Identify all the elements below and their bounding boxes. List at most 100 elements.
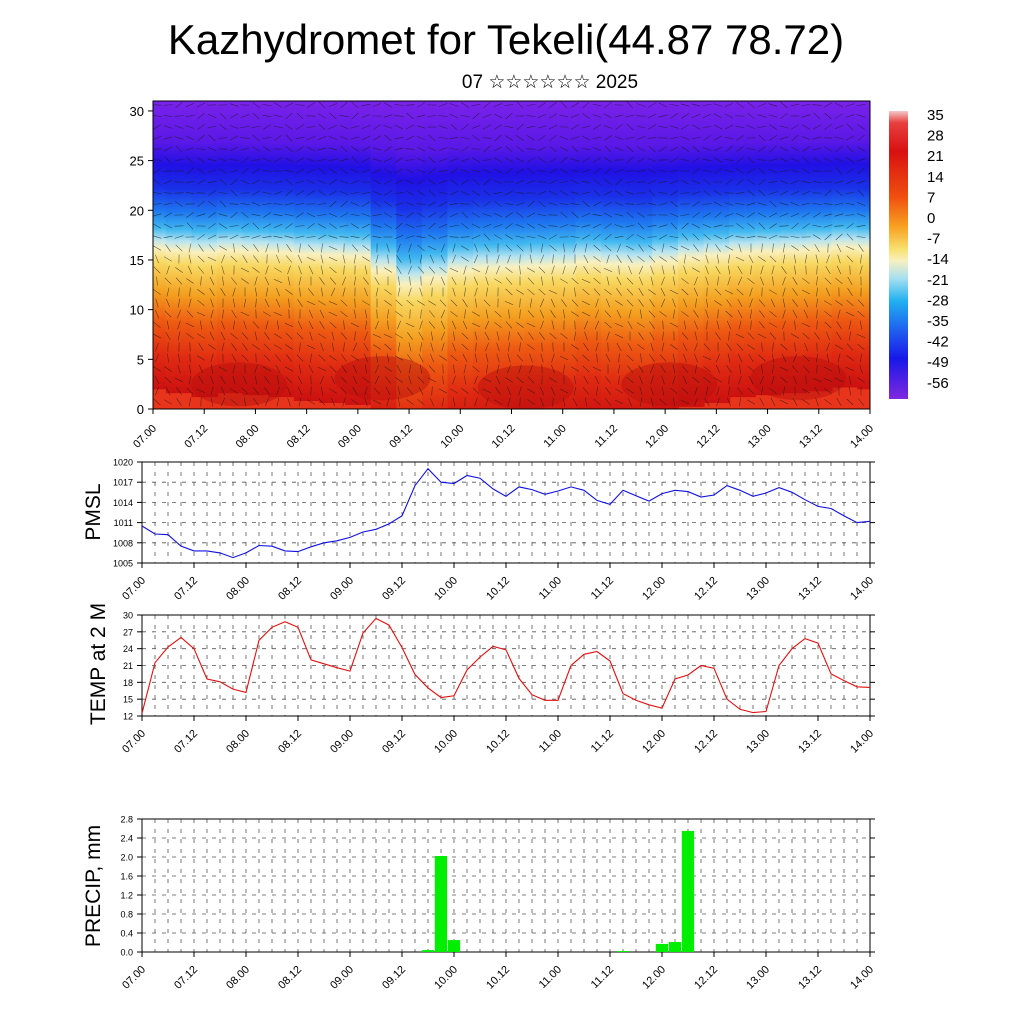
wind-barb bbox=[604, 376, 612, 384]
wind-barb bbox=[834, 213, 844, 217]
wind-barb bbox=[594, 375, 600, 385]
wind-barb bbox=[539, 332, 545, 340]
wind-barb bbox=[262, 181, 272, 183]
wind-barb bbox=[658, 170, 668, 172]
colorbar-label: 7 bbox=[927, 189, 935, 206]
wind-barb bbox=[298, 276, 302, 286]
wind-barb bbox=[449, 191, 459, 195]
wind-barb bbox=[405, 168, 415, 174]
wind-barb bbox=[573, 265, 577, 275]
wind-barb bbox=[681, 387, 689, 395]
wind-barb bbox=[264, 376, 270, 384]
wind-barb bbox=[628, 397, 632, 407]
wind-barb bbox=[430, 342, 434, 352]
wind-barb bbox=[649, 364, 655, 374]
wind-barb bbox=[791, 365, 799, 373]
wind-barb bbox=[317, 136, 327, 140]
wind-barb bbox=[340, 145, 348, 153]
wind-barb bbox=[856, 158, 866, 162]
ytick-label: 1.2 bbox=[120, 891, 133, 901]
wind-barb bbox=[317, 234, 327, 240]
wind-barb bbox=[581, 180, 591, 184]
wind-barb bbox=[449, 224, 459, 228]
wind-barb bbox=[405, 190, 415, 196]
xtick-label: 12.12 bbox=[692, 728, 720, 756]
wind-barb bbox=[471, 125, 481, 129]
wind-barb bbox=[363, 342, 369, 352]
wind-barb bbox=[251, 179, 261, 185]
wind-barb bbox=[395, 157, 403, 163]
wind-barb bbox=[482, 114, 492, 118]
wind-barb bbox=[174, 158, 184, 162]
heatmap-xtick-label: 11.00 bbox=[541, 423, 568, 450]
heatmap-column bbox=[319, 101, 346, 403]
wind-barb bbox=[515, 180, 525, 184]
wind-barb bbox=[177, 298, 181, 308]
wind-barb bbox=[397, 243, 401, 253]
wind-barb bbox=[273, 214, 283, 216]
wind-barb bbox=[726, 320, 732, 330]
wind-barb bbox=[354, 254, 356, 264]
wind-barb bbox=[163, 125, 173, 129]
wind-barb bbox=[614, 202, 624, 206]
wind-barb bbox=[295, 157, 305, 163]
wind-barb bbox=[757, 114, 767, 118]
wind-barb bbox=[438, 223, 448, 229]
wind-barb bbox=[603, 212, 613, 218]
wind-barb bbox=[240, 147, 250, 151]
wind-barb bbox=[736, 288, 744, 296]
wind-barb bbox=[625, 114, 635, 118]
wind-barb bbox=[286, 354, 292, 362]
wind-barb bbox=[726, 299, 732, 307]
wind-barb bbox=[461, 102, 469, 108]
wind-barb bbox=[222, 276, 224, 286]
wind-barb bbox=[440, 309, 446, 319]
wind-barb bbox=[220, 331, 226, 341]
wind-barb bbox=[737, 309, 743, 319]
wind-barb bbox=[526, 180, 536, 184]
wind-barb bbox=[254, 375, 258, 385]
wind-barb bbox=[186, 333, 194, 339]
wind-barb bbox=[365, 364, 367, 374]
wind-barb bbox=[835, 145, 843, 153]
wind-barb bbox=[385, 386, 391, 396]
wind-barb bbox=[438, 103, 448, 107]
wind-barb bbox=[439, 266, 447, 274]
wind-barb bbox=[483, 102, 491, 108]
heatmap-xtick-label: 07.00 bbox=[131, 423, 159, 451]
wind-barb bbox=[812, 203, 822, 205]
wind-barb bbox=[306, 126, 316, 128]
wind-barb bbox=[574, 287, 576, 297]
wind-barb bbox=[717, 309, 719, 319]
wind-barb bbox=[549, 244, 557, 252]
wind-barb bbox=[417, 244, 425, 252]
wind-barb bbox=[306, 300, 316, 306]
wind-barb bbox=[527, 376, 535, 384]
wind-barb bbox=[230, 178, 238, 186]
wind-barb bbox=[596, 353, 598, 363]
wind-barb bbox=[670, 190, 678, 196]
wind-barb bbox=[494, 234, 502, 240]
wind-barb bbox=[527, 399, 535, 405]
xtick-label: 10.00 bbox=[432, 728, 460, 756]
wind-barb bbox=[287, 397, 291, 407]
wind-barb bbox=[724, 136, 734, 140]
wind-barb bbox=[428, 212, 436, 218]
wind-barb bbox=[845, 311, 855, 317]
wind-barb bbox=[724, 169, 734, 173]
wind-barb bbox=[374, 375, 380, 385]
wind-barb bbox=[790, 158, 800, 162]
wind-barb bbox=[284, 202, 294, 206]
wind-barb bbox=[471, 267, 481, 273]
wind-barb bbox=[507, 364, 511, 374]
ytick-label: 18 bbox=[123, 678, 133, 688]
wind-barb bbox=[738, 375, 742, 385]
ytick-label: 1020 bbox=[113, 458, 133, 468]
page-subtitle: 07 ☆☆☆☆☆☆ 2025 bbox=[461, 72, 639, 93]
wind-barb bbox=[298, 397, 302, 407]
wind-barb bbox=[647, 113, 657, 119]
wind-barb bbox=[857, 189, 865, 197]
wind-barb bbox=[714, 300, 722, 306]
wind-barb bbox=[747, 102, 755, 108]
wind-barb bbox=[649, 299, 655, 307]
